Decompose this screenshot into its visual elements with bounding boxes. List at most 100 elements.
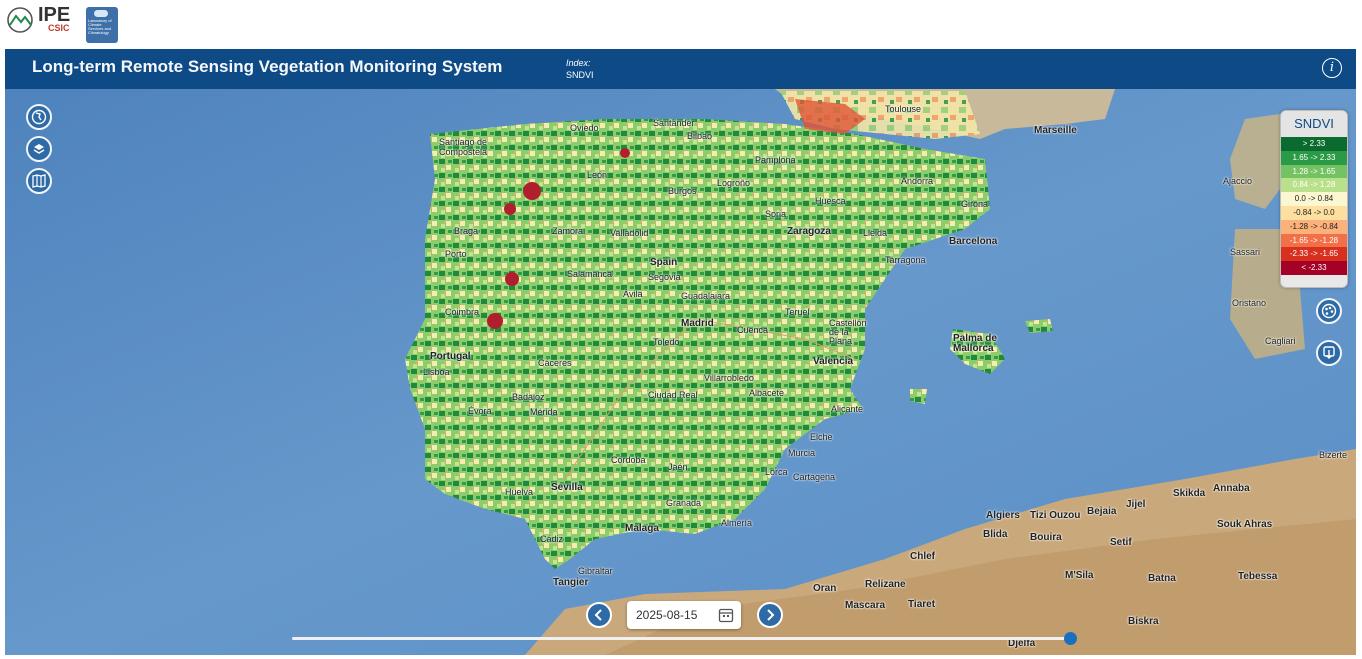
timeline-slider-track[interactable] [292, 637, 1076, 640]
map-label-batna: Batna [1148, 573, 1176, 584]
legend-item: < -2.33 [1281, 261, 1347, 275]
legend-item: -1.28 -> -0.84 [1281, 219, 1347, 234]
index-value: SNDVI [566, 70, 594, 80]
map-label-huesca: Huesca [815, 196, 846, 206]
map-label-porto: Porto [445, 249, 467, 259]
map-label-malaga: Malaga [625, 523, 659, 534]
map-label-palma: Palma de Mallorca [953, 333, 997, 354]
map-label-annaba: Annaba [1213, 483, 1250, 494]
cloud-icon [94, 10, 108, 17]
map-label-bejaia: Bejaia [1087, 506, 1117, 517]
map-label-biskra: Biskra [1128, 616, 1159, 627]
map-label-chlef: Chlef [910, 551, 935, 562]
legend-item: -1.65 -> -1.28 [1281, 233, 1347, 248]
map-canvas[interactable] [5, 89, 1356, 655]
map-label-toulouse: Toulouse [885, 104, 922, 114]
map-label-santander: Santander [653, 118, 695, 128]
next-date-button[interactable] [757, 602, 783, 628]
map-label-burgos: Burgos [668, 186, 697, 196]
map-label-castellon: Castellón de la Plana [829, 318, 867, 346]
map-label-evora: Évora [468, 406, 492, 416]
map-label-lisboa: Lisboa [423, 367, 450, 377]
mountain-logo-icon [7, 6, 33, 33]
map-label-huelva: Huelva [505, 487, 534, 497]
prev-date-button[interactable] [586, 602, 612, 628]
map-label-gibraltar: Gibraltar [578, 566, 613, 576]
legend-item: 0.84 -> 1.28 [1281, 178, 1347, 193]
map-label-caceres: Cáceres [538, 358, 572, 368]
map-label-tiaret: Tiaret [908, 599, 936, 610]
lab-logo[interactable]: Laboratory of Climate Services and Clima… [86, 7, 118, 43]
legend-item: > 2.33 [1281, 137, 1347, 151]
logo-strip: IPE CSIC Laboratory of Climate Services … [0, 0, 1362, 48]
map-label-jaen: Jaén [668, 462, 688, 472]
map-label-girona: Girona [961, 199, 989, 209]
date-picker[interactable]: 2025-08-15 [627, 601, 741, 629]
map-label-madrid: Madrid [681, 318, 714, 329]
map-label-sevilla: Sevilla [551, 482, 583, 493]
download-button[interactable] [1316, 340, 1342, 366]
map-label-cuenca: Cuenca [737, 325, 769, 335]
map-label-setif: Setif [1110, 537, 1132, 548]
palette-button[interactable] [1316, 298, 1342, 324]
map-label-spain: Spain [650, 257, 678, 268]
map-label-pamplona: Pamplona [755, 155, 796, 165]
legend-title: SNDVI [1281, 111, 1347, 137]
info-icon[interactable]: i [1322, 58, 1342, 78]
sndvi-legend: SNDVI > 2.33 1.65 -> 2.33 1.28 -> 1.65 0.84… [1280, 110, 1348, 288]
map-label-ciudad-real: Ciudad Real [648, 390, 698, 400]
map-label-souk-ahras: Souk Ahras [1217, 519, 1273, 530]
map-label-granada: Granada [666, 498, 702, 508]
map-label-leon: León [587, 170, 608, 180]
map-label-tarragona: Tarragona [885, 255, 926, 265]
map-label-msila: M'Sila [1065, 570, 1094, 581]
globe-button[interactable] [26, 104, 52, 130]
map-label-cadiz: Cádiz [540, 534, 564, 544]
map-label-blida: Blida [983, 529, 1008, 540]
map-label-logrono: Logroño [717, 178, 751, 188]
map-label-barcelona: Barcelona [949, 236, 998, 247]
index-label: Index: [566, 58, 591, 68]
map-label-elche: Elche [810, 432, 833, 442]
map-label-jijel: Jijel [1126, 499, 1146, 510]
map-label-bilbao: Bilbao [687, 131, 713, 141]
map-label-soria: Soria [765, 209, 787, 219]
map-label-tizi-ouzou: Tizi Ouzou [1030, 510, 1081, 521]
map-label-braga: Braga [454, 226, 479, 236]
map-label-coimbra: Coimbra [445, 307, 480, 317]
basemap-button[interactable] [26, 168, 52, 194]
map-label-albacete: Albacete [749, 388, 785, 398]
map-label-sassari: Sassari [1230, 247, 1261, 257]
map-label-guadalajara: Guadalajara [681, 291, 731, 301]
app-title: Long-term Remote Sensing Vegetation Moni… [32, 57, 503, 76]
timeline-slider-thumb[interactable] [1064, 632, 1077, 645]
globe-icon [31, 109, 47, 125]
map-label-toledo: Toledo [653, 337, 680, 347]
lab-logo-text: Laboratory of Climate Services and Clima… [88, 18, 112, 35]
map-view[interactable]: Spain Portugal Madrid Barcelona Valencia… [5, 89, 1356, 655]
ipe-logo[interactable]: IPE CSIC [6, 4, 71, 33]
map-label-merida: Mérida [530, 407, 558, 417]
map-label-avila: Ávila [623, 289, 643, 299]
map-label-zaragoza: Zaragoza [787, 226, 831, 237]
map-label-oviedo: Oviedo [570, 123, 599, 133]
calendar-icon[interactable] [717, 606, 735, 624]
map-label-djelfa: Djelfa [1008, 638, 1036, 649]
legend-rows: > 2.33 1.65 -> 2.33 1.28 -> 1.65 0.84 -> 1.… [1281, 137, 1347, 275]
palette-icon [1321, 303, 1337, 319]
map-label-portugal: Portugal [430, 351, 471, 362]
map-label-skikda: Skikda [1173, 488, 1206, 499]
map-label-lleida: Lleida [863, 228, 888, 238]
ipe-logo-text: IPE [38, 4, 71, 26]
map-label-valladolid: Valladolid [610, 228, 649, 238]
layers-button[interactable] [26, 136, 52, 162]
legend-item: -0.84 -> 0.0 [1281, 205, 1347, 220]
map-label-bizerte: Bizerte [1319, 450, 1348, 460]
map-label-salamanca: Salamanca [567, 269, 613, 279]
app-header: Long-term Remote Sensing Vegetation Moni… [5, 49, 1356, 89]
map-label-valencia: Valencia [813, 356, 854, 367]
map-label-marseille: Marseille [1034, 125, 1077, 136]
map-label-villarrobledo: Villarrobledo [704, 373, 754, 383]
map-label-oran: Oran [813, 583, 837, 594]
date-value[interactable]: 2025-08-15 [636, 608, 698, 622]
